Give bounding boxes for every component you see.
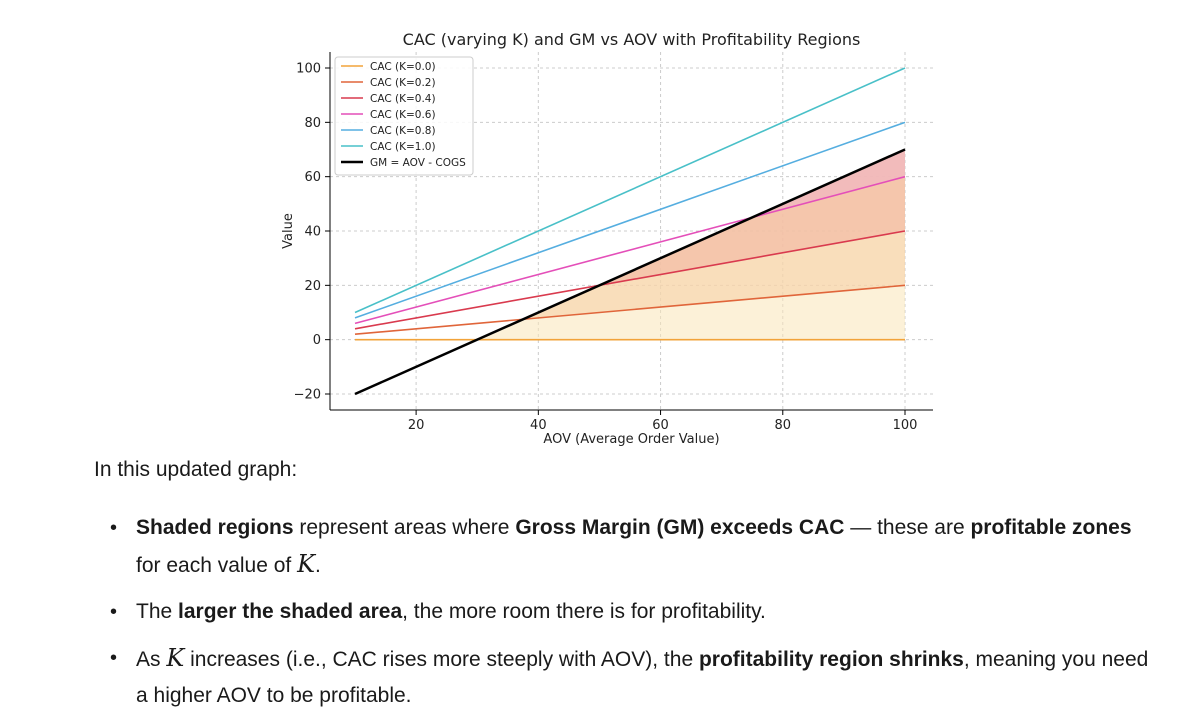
y-tick-label: 100 bbox=[296, 62, 321, 77]
math-k: K bbox=[166, 644, 185, 673]
y-tick-label: 60 bbox=[304, 170, 321, 185]
cac-line bbox=[354, 230, 906, 330]
legend-label: CAC (K=0.2) bbox=[370, 77, 436, 89]
x-tick-label: 40 bbox=[530, 418, 547, 433]
bullet-icon: • bbox=[110, 647, 118, 670]
chart-title: CAC (varying K) and GM vs AOV with Profi… bbox=[403, 30, 861, 49]
cac-line bbox=[354, 175, 906, 325]
legend-label: CAC (K=0.6) bbox=[370, 109, 436, 121]
cac-line bbox=[354, 284, 906, 336]
chart-container: 20 40 60 80 100 −20 0 20 40 60 80 100 CAC (varying K… bbox=[281, 30, 933, 447]
y-tick-label: −20 bbox=[294, 388, 321, 403]
cac-line bbox=[354, 67, 906, 314]
intro-text: In this updated graph: bbox=[94, 458, 298, 481]
bullet-item-k-increases: • As K increases (i.e., CAC rises more st… bbox=[94, 640, 1154, 714]
legend-label: CAC (K=0.4) bbox=[370, 93, 436, 105]
x-tick-label: 60 bbox=[652, 418, 669, 433]
cac-line bbox=[354, 121, 906, 319]
gm-line bbox=[354, 148, 906, 396]
x-tick-label: 80 bbox=[775, 418, 792, 433]
legend-label: CAC (K=0.8) bbox=[370, 125, 436, 137]
y-axis-label: Value bbox=[281, 213, 296, 249]
line-chart: 20 40 60 80 100 −20 0 20 40 60 80 100 CAC (varying K… bbox=[281, 30, 933, 447]
y-tick-label: 20 bbox=[304, 279, 321, 294]
y-tick-label: 80 bbox=[304, 116, 321, 131]
legend-box bbox=[334, 56, 474, 176]
x-tick-label: 100 bbox=[893, 418, 918, 433]
math-k: K bbox=[297, 550, 316, 579]
x-tick-label: 20 bbox=[408, 418, 425, 433]
answer-text: In this updated graph: • Shaded regions r… bbox=[94, 455, 1154, 724]
bullet-item-shaded-regions: • Shaded regions represent areas where Gr… bbox=[94, 510, 1154, 584]
x-axis-label: AOV (Average Order Value) bbox=[543, 432, 719, 447]
bullet-item-larger-area: • The larger the shaded area, the more ro… bbox=[94, 594, 1154, 630]
bullet-list: • Shaded regions represent areas where Gr… bbox=[94, 510, 1154, 714]
bullet-icon: • bbox=[110, 517, 118, 540]
y-tick-label: 0 bbox=[313, 333, 321, 348]
y-tick-label: 40 bbox=[304, 225, 321, 240]
legend-label: CAC (K=0.0) bbox=[370, 61, 436, 73]
legend-label: GM = AOV - COGS bbox=[370, 157, 466, 169]
legend-label: CAC (K=1.0) bbox=[370, 141, 436, 153]
bullet-icon: • bbox=[110, 601, 118, 624]
